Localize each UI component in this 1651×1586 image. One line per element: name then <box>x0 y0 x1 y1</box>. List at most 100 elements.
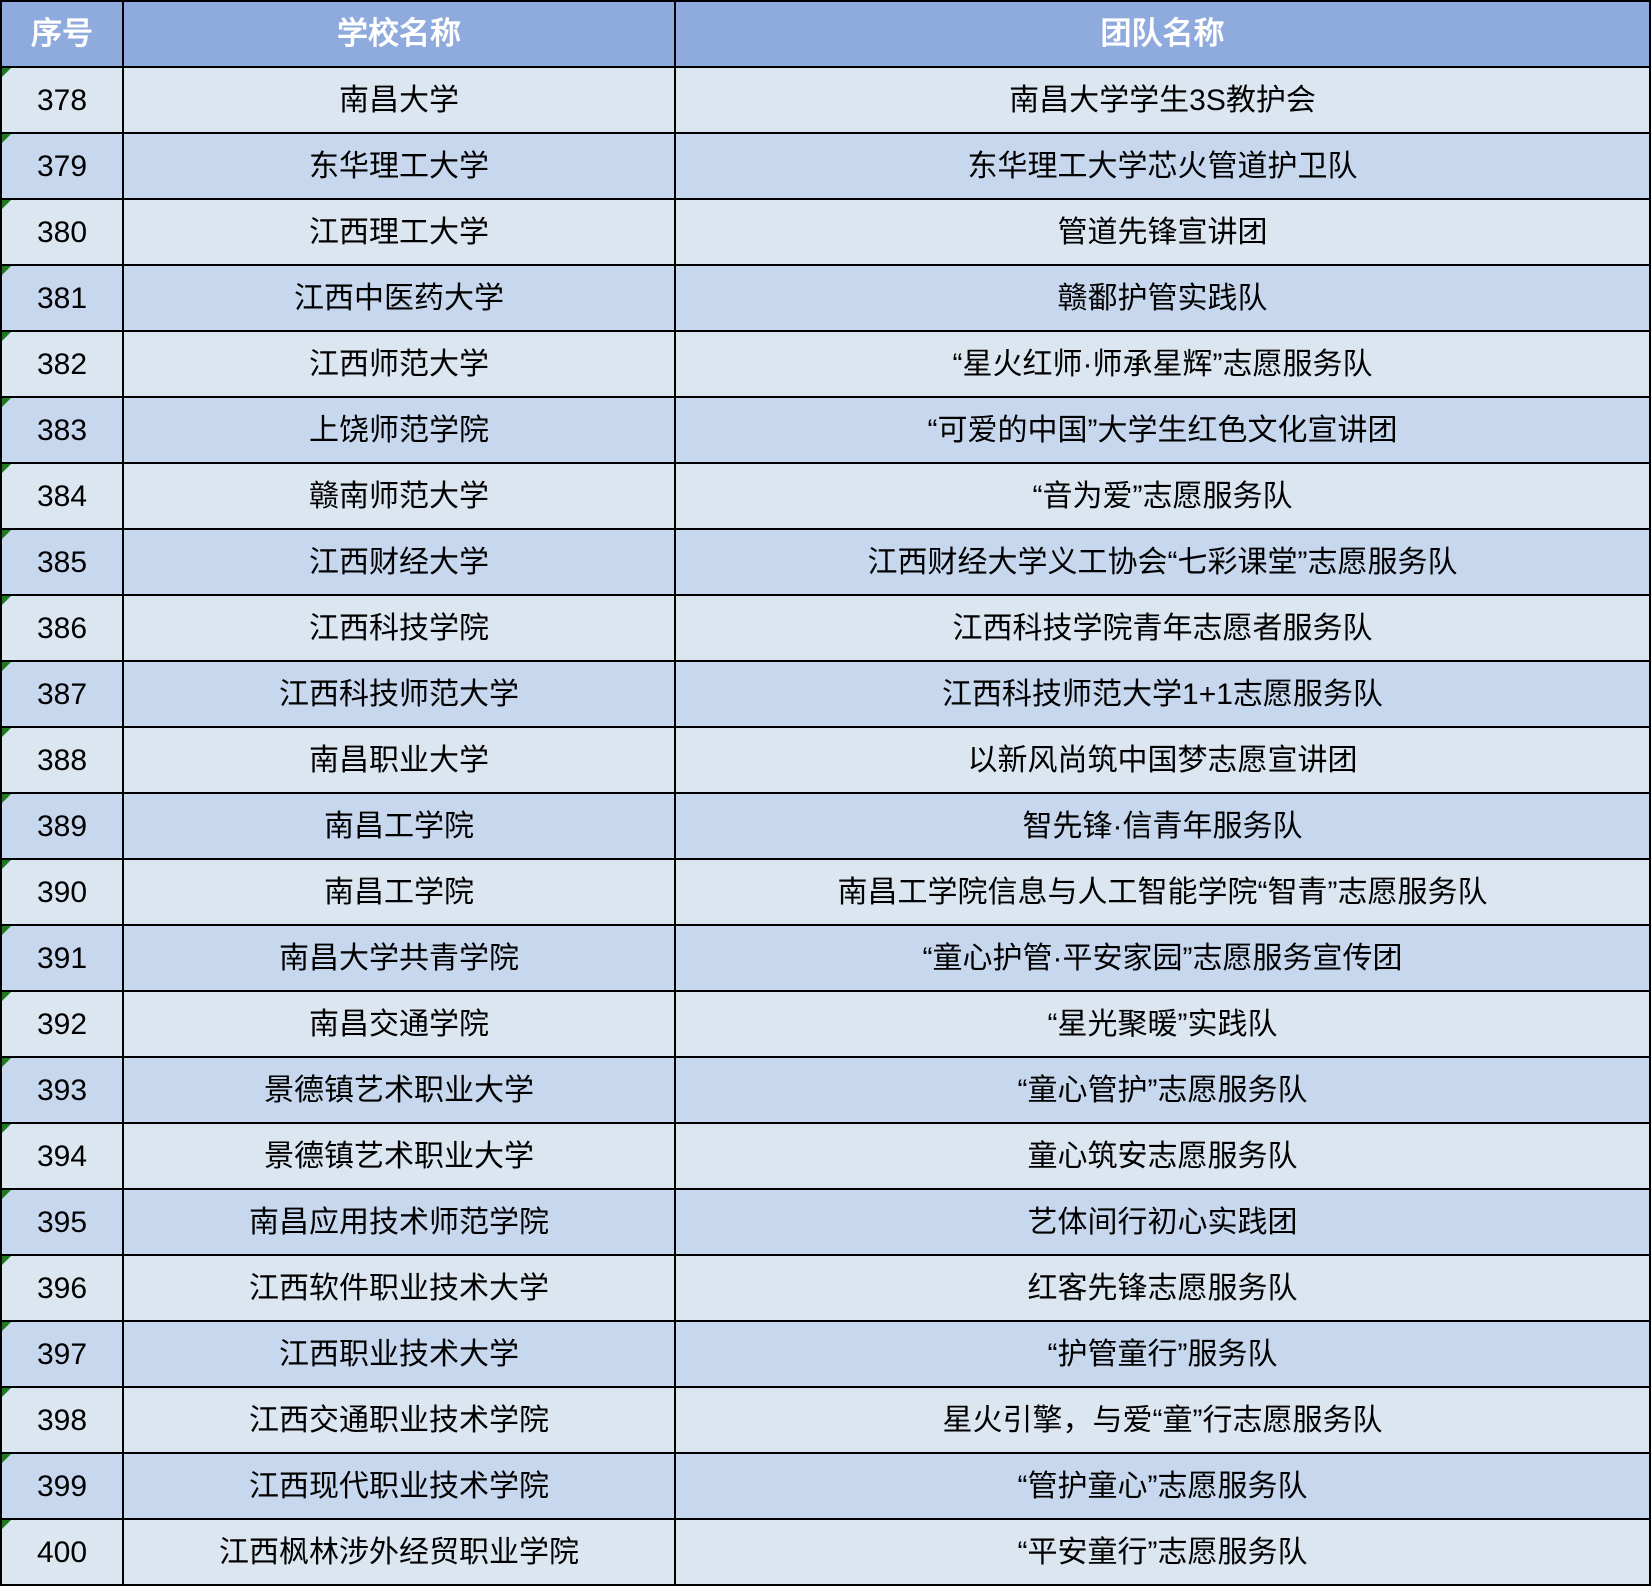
row-number-cell[interactable]: 382 <box>2 332 122 396</box>
row-school-cell[interactable]: 江西师范大学 <box>124 332 674 396</box>
row-school-cell[interactable]: 江西现代职业技术学院 <box>124 1454 674 1518</box>
row-team-cell[interactable]: 江西科技学院青年志愿者服务队 <box>676 596 1649 660</box>
row-team-cell[interactable]: 管道先锋宣讲团 <box>676 200 1649 264</box>
row-number-cell[interactable]: 394 <box>2 1124 122 1188</box>
row-number-cell[interactable]: 390 <box>2 860 122 924</box>
row-number-cell-text: 395 <box>36 1205 88 1239</box>
row-school-cell[interactable]: 江西交通职业技术学院 <box>124 1388 674 1452</box>
row-team-cell-text: 赣鄱护管实践队 <box>1057 281 1268 315</box>
row-team-cell[interactable]: 童心筑安志愿服务队 <box>676 1124 1649 1188</box>
row-team-cell[interactable]: 艺体间行初心实践团 <box>676 1190 1649 1254</box>
row-school-cell[interactable]: 江西枫林涉外经贸职业学院 <box>124 1520 674 1584</box>
row-team-cell-text: 江西科技学院青年志愿者服务队 <box>952 611 1373 645</box>
row-team-cell-text: “管护童心”志愿服务队 <box>1017 1469 1308 1503</box>
row-number-cell[interactable]: 398 <box>2 1388 122 1452</box>
error-indicator-icon <box>2 728 11 737</box>
row-school-cell[interactable]: 江西财经大学 <box>124 530 674 594</box>
column-header-no[interactable]: 序号 <box>2 2 122 66</box>
row-team-cell[interactable]: 红客先锋志愿服务队 <box>676 1256 1649 1320</box>
row-team-cell-text: 南昌大学学生3S教护会 <box>1009 83 1316 117</box>
row-team-cell-text: “童心护管·平安家园”志愿服务宣传团 <box>922 941 1403 975</box>
row-number-cell[interactable]: 396 <box>2 1256 122 1320</box>
row-team-cell[interactable]: 智先锋·信青年服务队 <box>676 794 1649 858</box>
row-school-cell-text: 南昌工学院 <box>324 875 474 909</box>
row-team-cell[interactable]: 东华理工大学芯火管道护卫队 <box>676 134 1649 198</box>
error-indicator-icon <box>2 398 11 407</box>
row-school-cell[interactable]: 江西理工大学 <box>124 200 674 264</box>
row-school-cell[interactable]: 南昌应用技术师范学院 <box>124 1190 674 1254</box>
row-team-cell-text: 艺体间行初心实践团 <box>1027 1205 1298 1239</box>
row-number-cell[interactable]: 383 <box>2 398 122 462</box>
row-school-cell[interactable]: 东华理工大学 <box>124 134 674 198</box>
column-header-school[interactable]: 学校名称 <box>124 2 674 66</box>
row-team-cell[interactable]: “星光聚暖”实践队 <box>676 992 1649 1056</box>
row-team-cell[interactable]: “童心护管·平安家园”志愿服务宣传团 <box>676 926 1649 990</box>
row-team-cell[interactable]: “星火红师·师承星辉”志愿服务队 <box>676 332 1649 396</box>
row-number-cell[interactable]: 391 <box>2 926 122 990</box>
error-indicator-icon <box>2 266 11 275</box>
row-school-cell[interactable]: 上饶师范学院 <box>124 398 674 462</box>
row-team-cell[interactable]: 星火引擎，与爱“童”行志愿服务队 <box>676 1388 1649 1452</box>
row-number-cell[interactable]: 388 <box>2 728 122 792</box>
row-number-cell[interactable]: 378 <box>2 68 122 132</box>
row-school-cell[interactable]: 江西职业技术大学 <box>124 1322 674 1386</box>
row-team-cell-text: “可爱的中国”大学生红色文化宣讲团 <box>927 413 1398 447</box>
error-indicator-icon <box>2 860 11 869</box>
row-team-cell[interactable]: “护管童行”服务队 <box>676 1322 1649 1386</box>
row-team-cell[interactable]: 江西科技师范大学1+1志愿服务队 <box>676 662 1649 726</box>
row-team-cell-text: 江西财经大学义工协会“七彩课堂”志愿服务队 <box>867 545 1458 579</box>
row-school-cell-text: 东华理工大学 <box>309 149 489 183</box>
row-team-cell[interactable]: 江西财经大学义工协会“七彩课堂”志愿服务队 <box>676 530 1649 594</box>
row-school-cell[interactable]: 景德镇艺术职业大学 <box>124 1124 674 1188</box>
row-team-cell[interactable]: “平安童行”志愿服务队 <box>676 1520 1649 1584</box>
row-school-cell-text: 江西财经大学 <box>309 545 489 579</box>
row-number-cell[interactable]: 387 <box>2 662 122 726</box>
row-team-cell-text: “星光聚暖”实践队 <box>1047 1007 1278 1041</box>
row-school-cell[interactable]: 南昌大学共青学院 <box>124 926 674 990</box>
row-team-cell[interactable]: 南昌工学院信息与人工智能学院“智青”志愿服务队 <box>676 860 1649 924</box>
error-indicator-icon <box>2 596 11 605</box>
row-team-cell[interactable]: “可爱的中国”大学生红色文化宣讲团 <box>676 398 1649 462</box>
row-school-cell[interactable]: 南昌工学院 <box>124 794 674 858</box>
row-team-cell[interactable]: 赣鄱护管实践队 <box>676 266 1649 330</box>
row-number-cell[interactable]: 381 <box>2 266 122 330</box>
column-header-team[interactable]: 团队名称 <box>676 2 1649 66</box>
row-number-cell-text: 394 <box>36 1139 88 1173</box>
row-number-cell[interactable]: 384 <box>2 464 122 528</box>
error-indicator-icon <box>2 1058 11 1067</box>
row-team-cell[interactable]: “音为爱”志愿服务队 <box>676 464 1649 528</box>
row-school-cell[interactable]: 江西科技师范大学 <box>124 662 674 726</box>
row-number-cell[interactable]: 400 <box>2 1520 122 1584</box>
error-indicator-icon <box>2 68 11 77</box>
row-school-cell[interactable]: 江西科技学院 <box>124 596 674 660</box>
error-indicator-icon <box>2 1454 11 1463</box>
row-number-cell[interactable]: 385 <box>2 530 122 594</box>
row-team-cell[interactable]: “童心管护”志愿服务队 <box>676 1058 1649 1122</box>
row-number-cell[interactable]: 399 <box>2 1454 122 1518</box>
row-number-cell-text: 380 <box>36 215 88 249</box>
row-school-cell[interactable]: 景德镇艺术职业大学 <box>124 1058 674 1122</box>
row-number-cell[interactable]: 397 <box>2 1322 122 1386</box>
row-number-cell-text: 397 <box>36 1337 88 1371</box>
error-indicator-icon <box>2 1520 11 1529</box>
row-number-cell[interactable]: 379 <box>2 134 122 198</box>
row-school-cell[interactable]: 南昌职业大学 <box>124 728 674 792</box>
error-indicator-icon <box>2 200 11 209</box>
row-team-cell[interactable]: 南昌大学学生3S教护会 <box>676 68 1649 132</box>
row-number-cell[interactable]: 380 <box>2 200 122 264</box>
row-school-cell[interactable]: 江西中医药大学 <box>124 266 674 330</box>
row-number-cell[interactable]: 386 <box>2 596 122 660</box>
row-number-cell[interactable]: 392 <box>2 992 122 1056</box>
row-school-cell[interactable]: 南昌大学 <box>124 68 674 132</box>
row-team-cell[interactable]: 以新风尚筑中国梦志愿宣讲团 <box>676 728 1649 792</box>
row-team-cell[interactable]: “管护童心”志愿服务队 <box>676 1454 1649 1518</box>
row-number-cell[interactable]: 393 <box>2 1058 122 1122</box>
row-number-cell[interactable]: 395 <box>2 1190 122 1254</box>
row-school-cell[interactable]: 江西软件职业技术大学 <box>124 1256 674 1320</box>
row-number-cell-text: 383 <box>36 413 88 447</box>
row-school-cell[interactable]: 南昌交通学院 <box>124 992 674 1056</box>
row-number-cell[interactable]: 389 <box>2 794 122 858</box>
row-school-cell[interactable]: 南昌工学院 <box>124 860 674 924</box>
row-school-cell[interactable]: 赣南师范大学 <box>124 464 674 528</box>
